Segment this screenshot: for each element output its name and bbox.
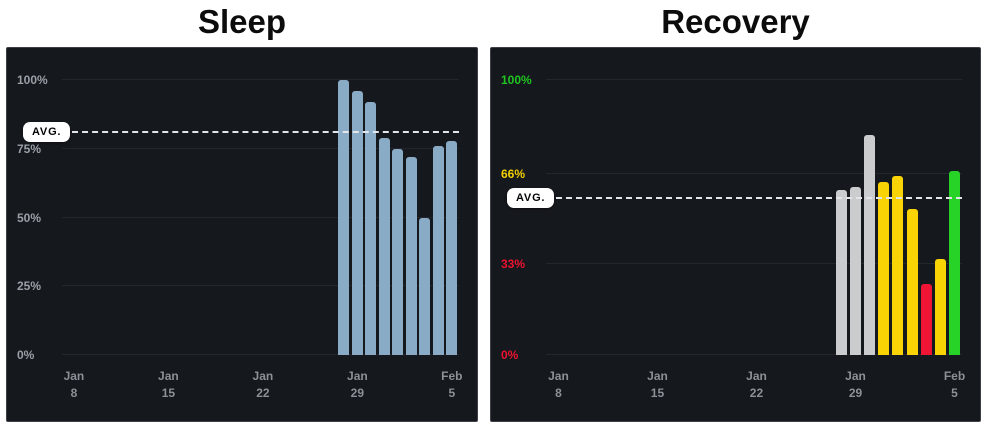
y-tick-label: 25%	[17, 279, 42, 294]
avg-line	[62, 131, 459, 134]
x-tick-label: Jan 8	[548, 369, 569, 400]
y-gridline	[546, 354, 962, 355]
x-tick-label: Jan 29	[845, 369, 866, 400]
recovery-chart-title: Recovery	[661, 3, 810, 40]
x-tick-label: Jan 22	[746, 369, 767, 400]
bar	[365, 102, 377, 355]
avg-pill: AVG.	[23, 122, 71, 143]
y-gridline	[62, 285, 459, 287]
bar	[920, 283, 932, 355]
avg-pill: AVG.	[507, 188, 555, 209]
bar	[878, 181, 890, 355]
y-gridline	[62, 147, 459, 149]
bar	[934, 258, 946, 355]
y-gridline	[546, 172, 962, 174]
recovery-chart-panel: 100% 66% 33% 0% AVG. Jan 8 Jan 15 Jan 22 Jan 29 Feb 5	[490, 47, 981, 422]
y-tick-label: 0%	[17, 348, 35, 362]
x-tick-label: Jan 29	[347, 369, 368, 400]
bar	[351, 91, 363, 355]
avg-line	[546, 197, 962, 200]
x-tick-label: Feb 5	[943, 369, 966, 400]
y-tick-label: 50%	[17, 210, 42, 225]
x-tick-label: Feb 5	[441, 369, 463, 400]
sleep-chart-panel: 100% 75% 50% 25% 0% AVG. Jan 8 Jan 15 Jan 22 Jan 29 Fe…	[6, 47, 478, 422]
y-gridline	[546, 263, 962, 265]
sleep-chart-title: Sleep	[197, 3, 287, 40]
bar	[392, 148, 404, 355]
bar	[850, 187, 861, 355]
bar	[864, 135, 876, 355]
x-tick-label: Jan 15	[647, 369, 668, 400]
x-tick-label: Jan 8	[63, 369, 85, 400]
sleep-chart-block: Sleep 100% 75% 50% 25% 0% AVG. Jan 8 Jan 15 Jan 22 J…	[6, 0, 478, 426]
bar	[378, 137, 390, 355]
recovery-chart-block: Recovery 100% 66% 33% 0% AVG. Jan 8 Jan 15 Jan 22 J…	[490, 0, 981, 426]
y-gridline	[62, 216, 459, 218]
bar	[432, 146, 444, 355]
bar	[835, 190, 847, 355]
y-gridline	[62, 354, 459, 355]
y-gridline	[546, 79, 962, 80]
sleep-plot-area: 100% 75% 50% 25% 0% AVG. Jan 8 Jan 15 Jan 22 Jan 29 Fe…	[17, 73, 463, 400]
bar	[338, 80, 350, 355]
y-tick-label: 66%	[501, 166, 526, 181]
y-gridline	[62, 79, 459, 80]
y-tick-label: 75%	[17, 141, 42, 156]
x-tick-label: Jan 22	[252, 369, 274, 400]
bar	[949, 170, 960, 355]
x-tick-label: Jan 15	[158, 369, 179, 400]
bar	[446, 140, 458, 355]
y-tick-label: 100%	[17, 73, 48, 87]
y-tick-label: 33%	[501, 257, 526, 272]
bar	[405, 157, 417, 355]
y-tick-label: 0%	[501, 348, 519, 362]
recovery-plot-area: 100% 66% 33% 0% AVG. Jan 8 Jan 15 Jan 22 Jan 29 Feb 5	[501, 73, 965, 400]
bar	[892, 176, 904, 355]
y-tick-label: 100%	[501, 73, 532, 87]
bar	[419, 217, 431, 355]
bar	[906, 209, 918, 355]
